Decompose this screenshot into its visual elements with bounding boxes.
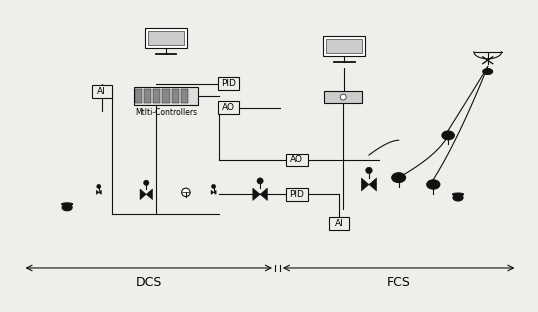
Bar (135, 89, 142, 103)
Ellipse shape (442, 131, 455, 140)
Text: DCS: DCS (136, 276, 162, 289)
Ellipse shape (61, 203, 73, 205)
Bar (329, 217, 349, 230)
Bar (134, 87, 198, 105)
Bar (217, 101, 239, 114)
Ellipse shape (62, 204, 72, 211)
Polygon shape (214, 190, 216, 194)
Ellipse shape (452, 193, 464, 196)
Polygon shape (99, 190, 101, 194)
Ellipse shape (483, 69, 493, 75)
Polygon shape (140, 189, 146, 200)
Bar (145, 28, 187, 48)
Ellipse shape (453, 194, 463, 201)
Text: Mtlti-Controllers: Mtlti-Controllers (135, 108, 197, 117)
Bar (286, 188, 308, 201)
Circle shape (340, 94, 346, 100)
Polygon shape (260, 188, 267, 201)
Bar (144, 89, 151, 103)
Circle shape (211, 184, 216, 188)
Bar (327, 39, 362, 53)
Bar (92, 85, 112, 98)
Bar (324, 91, 362, 103)
Circle shape (182, 188, 190, 197)
Text: PID: PID (289, 190, 304, 199)
Bar (181, 89, 188, 103)
Text: AO: AO (290, 155, 303, 164)
Polygon shape (253, 188, 260, 201)
Text: AI: AI (335, 219, 344, 228)
Polygon shape (146, 189, 152, 200)
Circle shape (144, 180, 149, 185)
Text: AI: AI (97, 87, 106, 96)
Circle shape (97, 184, 101, 188)
Text: FCS: FCS (387, 276, 410, 289)
Polygon shape (211, 190, 214, 194)
Ellipse shape (427, 180, 440, 189)
Polygon shape (369, 178, 377, 191)
Text: PID: PID (221, 79, 236, 88)
Ellipse shape (392, 173, 406, 183)
Circle shape (257, 178, 263, 184)
Bar (162, 89, 169, 103)
Bar (217, 77, 239, 90)
Bar (286, 154, 308, 166)
Polygon shape (362, 178, 369, 191)
Bar (323, 36, 365, 56)
Bar (148, 31, 184, 45)
Bar (153, 89, 160, 103)
Circle shape (366, 167, 372, 174)
Text: AO: AO (222, 103, 235, 112)
Bar (172, 89, 179, 103)
Polygon shape (96, 190, 99, 194)
